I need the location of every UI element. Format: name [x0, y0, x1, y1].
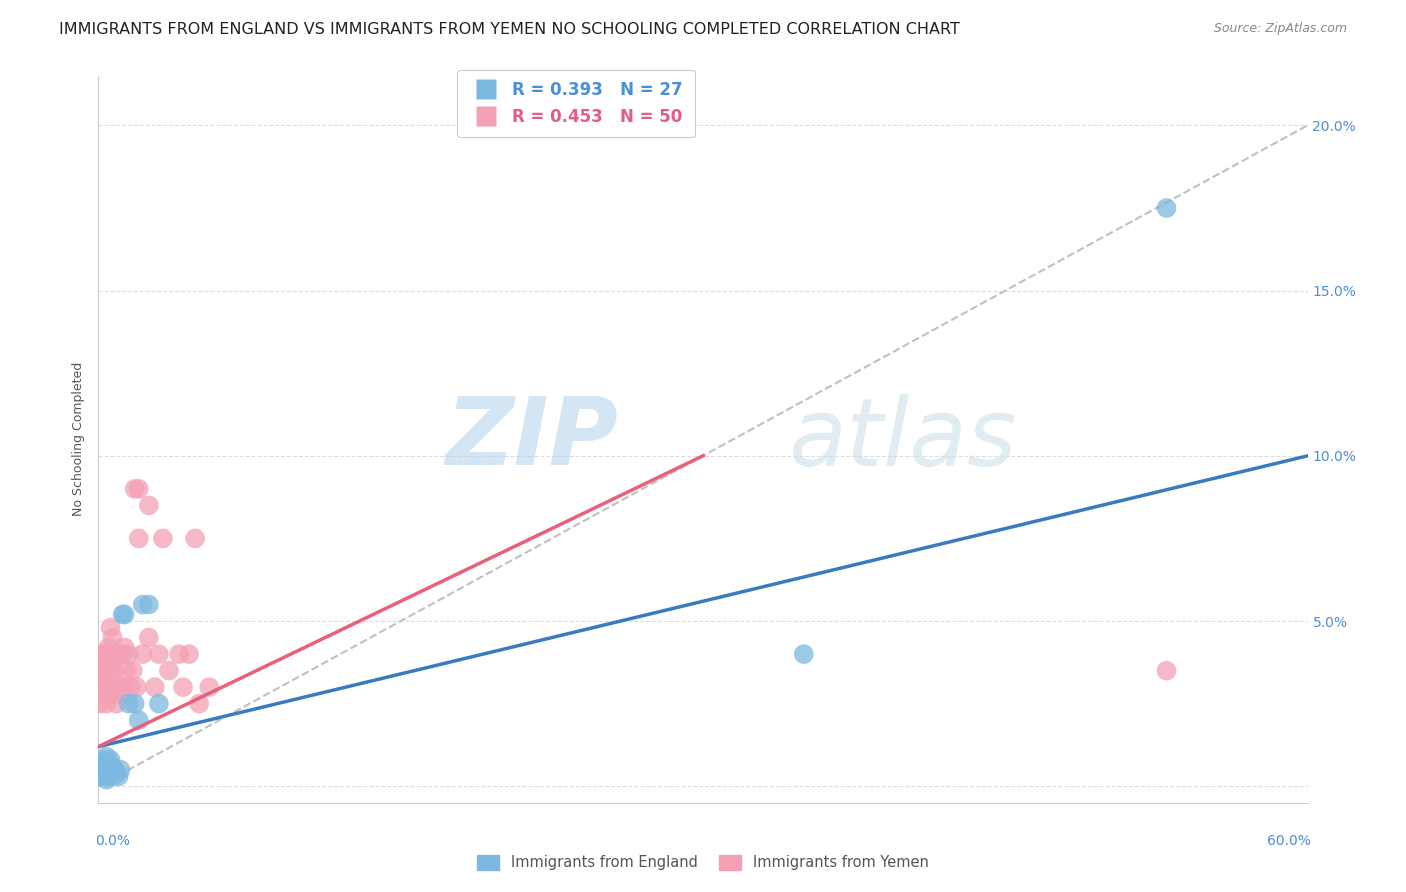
Point [132, 647, 155, 661]
Point [97, 759, 120, 773]
Point [89, 664, 111, 678]
Point [110, 763, 132, 777]
Point [100, 766, 122, 780]
Y-axis label: No Schooling Completed: No Schooling Completed [72, 362, 86, 516]
Point [91, 753, 114, 767]
Point [172, 680, 194, 694]
Point [125, 680, 148, 694]
Point [103, 763, 125, 777]
Point [100, 753, 122, 767]
Point [110, 687, 132, 701]
Point [120, 680, 142, 694]
Legend: R = 0.393   N = 27, R = 0.453   N = 50: R = 0.393 N = 27, R = 0.453 N = 50 [457, 70, 695, 137]
Point [103, 680, 125, 694]
Text: 0.0%: 0.0% [96, 834, 131, 848]
Point [93, 756, 115, 771]
Point [96, 654, 118, 668]
Text: IMMIGRANTS FROM ENGLAND VS IMMIGRANTS FROM YEMEN NO SCHOOLING COMPLETED CORRELAT: IMMIGRANTS FROM ENGLAND VS IMMIGRANTS FR… [59, 22, 960, 37]
Point [100, 687, 122, 701]
Point [118, 697, 141, 711]
Point [101, 631, 124, 645]
Point [97, 680, 120, 694]
Point [111, 680, 134, 694]
Point [115, 664, 138, 678]
Point [128, 713, 150, 727]
Point [148, 647, 170, 661]
Point [157, 664, 180, 678]
Point [128, 482, 150, 496]
Point [107, 647, 129, 661]
Point [143, 680, 166, 694]
Point [111, 607, 134, 622]
Point [138, 499, 160, 513]
Point [100, 621, 122, 635]
Point [114, 607, 136, 622]
Point [184, 532, 207, 546]
Point [1156, 664, 1178, 678]
Point [121, 664, 143, 678]
Point [89, 697, 111, 711]
Point [167, 647, 190, 661]
Text: atlas: atlas [787, 393, 1017, 485]
Point [93, 647, 115, 661]
Point [107, 769, 129, 783]
Point [97, 640, 120, 655]
Point [96, 772, 118, 787]
Point [105, 647, 128, 661]
Point [118, 647, 141, 661]
Text: 60.0%: 60.0% [1267, 834, 1310, 848]
Point [89, 769, 111, 783]
Point [101, 759, 124, 773]
Point [114, 640, 136, 655]
Text: ZIP: ZIP [446, 393, 619, 485]
Point [105, 697, 128, 711]
Point [91, 763, 114, 777]
Point [152, 532, 174, 546]
Point [128, 532, 150, 546]
Point [105, 766, 128, 780]
Point [107, 680, 129, 694]
Point [188, 697, 211, 711]
Point [101, 769, 124, 783]
Point [93, 766, 115, 780]
Point [96, 749, 118, 764]
Point [179, 647, 201, 661]
Point [91, 680, 114, 694]
Point [138, 598, 160, 612]
Point [138, 631, 160, 645]
Point [91, 664, 114, 678]
Point [124, 482, 146, 496]
Point [793, 647, 815, 661]
Legend: Immigrants from England, Immigrants from Yemen: Immigrants from England, Immigrants from… [470, 847, 936, 878]
Point [93, 687, 115, 701]
Point [111, 647, 134, 661]
Point [101, 654, 124, 668]
Point [198, 680, 221, 694]
Point [132, 598, 155, 612]
Point [97, 769, 120, 783]
Point [93, 670, 115, 684]
Point [96, 697, 118, 711]
Point [97, 654, 120, 668]
Point [124, 697, 146, 711]
Text: Source: ZipAtlas.com: Source: ZipAtlas.com [1213, 22, 1347, 36]
Point [91, 647, 114, 661]
Point [100, 664, 122, 678]
Point [148, 697, 170, 711]
Point [1156, 201, 1178, 215]
Point [103, 664, 125, 678]
